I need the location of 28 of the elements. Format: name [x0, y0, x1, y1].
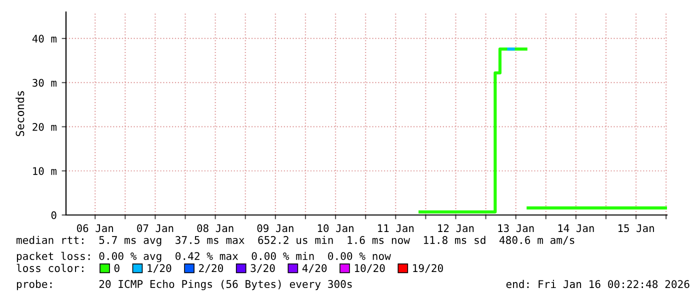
- x-tick-label: 14 Jan: [558, 224, 594, 232]
- x-tick-label: 15 Jan: [618, 224, 654, 232]
- x-tick-label: 08 Jan: [197, 224, 234, 232]
- text: median rtt: 5.7 ms avg 37.5 ms max 652.2 us min 1.6 ms now 11.8 ms sd 480.6 m am/s: [16, 236, 574, 246]
- x-tick-label: 11 Jan: [378, 224, 414, 232]
- legend-label: 1/20: [148, 264, 172, 273]
- y-tick-label: 30 m: [32, 78, 56, 87]
- y-tick-label: 10 m: [33, 167, 56, 176]
- legend-label: 3/20: [250, 264, 275, 273]
- x-tick-label: 07 Jan: [137, 224, 174, 232]
- y-tick-label: 20 m: [32, 122, 56, 131]
- legend-title: loss color:: [16, 264, 84, 272]
- y-tick-label: 40 m: [32, 34, 56, 43]
- text: packet loss: 0.00 % avg 0.42 % max 0.00 % min 0.00 % now: [16, 252, 391, 262]
- legend-label: 10/20: [354, 264, 385, 273]
- y-tick-label: 0: [51, 211, 56, 220]
- text: end: Fri Jan 16 00:22:48 2026: [506, 280, 690, 288]
- x-tick-label: 13 Jan: [498, 224, 534, 232]
- x-tick-label: 06 Jan: [76, 224, 114, 232]
- y-axis-title: Seconds: [16, 91, 24, 136]
- x-tick-label: 10 Jan: [318, 224, 354, 232]
- x-tick-label: 09 Jan: [257, 224, 294, 232]
- legend-label: 19/20: [413, 264, 443, 273]
- legend-label: 4/20: [302, 264, 327, 273]
- legend-label: 0: [114, 264, 120, 272]
- text: probe: 20 ICMP Echo Pings (56 Bytes) every 300s: [16, 280, 352, 290]
- x-tick-label: 12 Jan: [438, 224, 474, 232]
- legend-label: 2/20: [199, 264, 224, 273]
